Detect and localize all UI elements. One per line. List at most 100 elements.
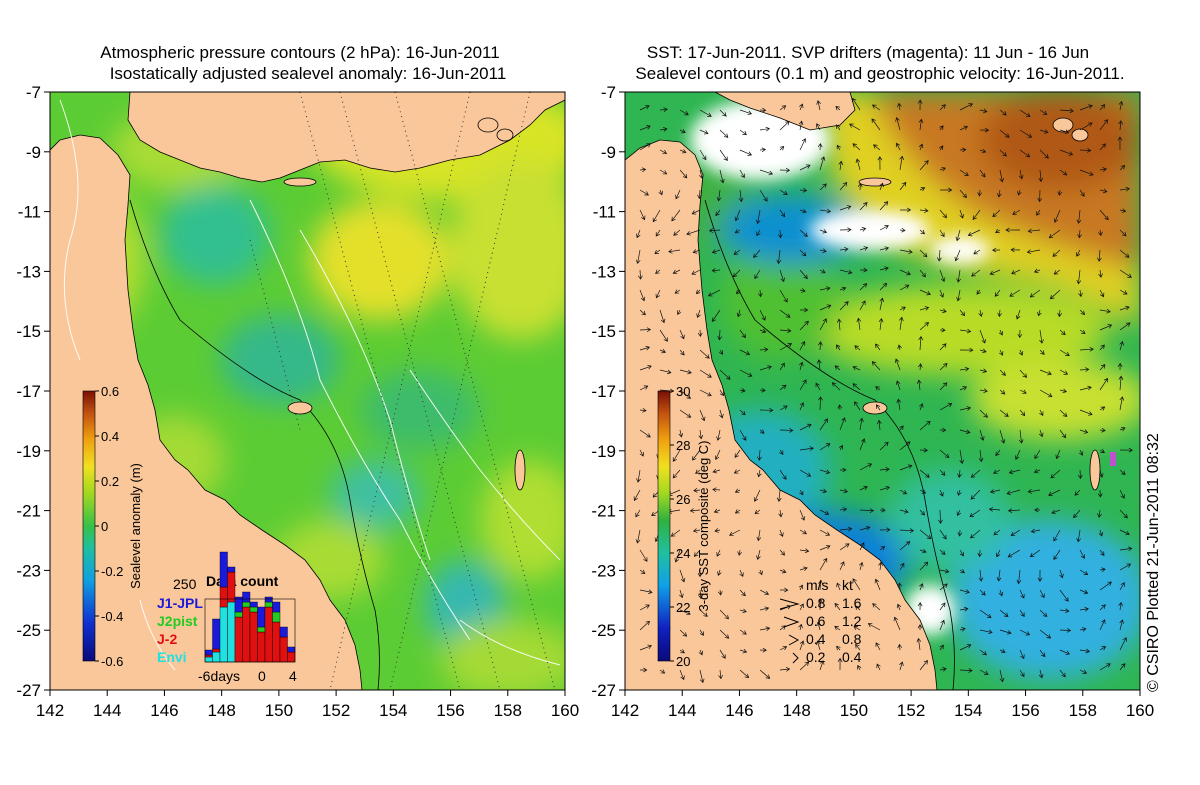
velocity-arrow — [839, 205, 852, 211]
velocity-arrow — [939, 602, 946, 611]
velocity-arrow — [899, 425, 904, 431]
velocity-arrow — [693, 549, 701, 557]
velocity-arrow — [1099, 549, 1105, 556]
right-lon-tick-label: 158 — [1069, 701, 1097, 720]
velocity-arrow — [1034, 449, 1041, 460]
velocity-arrow — [1019, 409, 1026, 417]
velocity-arrow — [799, 249, 807, 257]
velocity-arrow — [852, 578, 861, 591]
velocity-arrow — [971, 269, 981, 277]
velocity-arrow — [679, 169, 688, 179]
velocity-arrow — [895, 117, 901, 131]
velocity-arrow — [739, 589, 746, 597]
velocity-arrow — [1076, 209, 1082, 224]
velocity-arrow — [696, 309, 701, 319]
velocity-arrow — [799, 164, 811, 171]
velocity-arrow — [654, 249, 661, 255]
velocity-arrow — [799, 640, 805, 651]
velocity-arrow — [639, 189, 649, 196]
data-count-bar-segment — [219, 551, 228, 588]
velocity-arrow — [1018, 349, 1024, 356]
velocity-arrow — [959, 627, 966, 632]
data-count-bar-segment — [242, 591, 251, 603]
velocity-arrow — [939, 549, 946, 555]
velocity-arrow — [1098, 229, 1103, 237]
velocity-arrow — [875, 343, 881, 351]
velocity-arrow — [919, 208, 929, 213]
velocity-legend-arrow — [783, 616, 800, 628]
velocity-arrow — [679, 669, 685, 681]
velocity-arrow — [819, 557, 828, 571]
velocity-arrow — [918, 143, 924, 151]
velocity-arrow — [799, 320, 809, 331]
velocity-arrow — [1076, 529, 1081, 543]
left-lon-tick-label: 158 — [494, 701, 522, 720]
right-lon-tick-label: 152 — [897, 701, 925, 720]
data-count-bar-segment — [204, 654, 213, 658]
sla-colorbar-tick-label: -0.4 — [101, 609, 123, 624]
velocity-arrow — [671, 209, 681, 222]
sla-colorbar-tick-label: 0.4 — [101, 429, 119, 444]
velocity-arrow — [999, 609, 1009, 617]
velocity-arrow — [1119, 619, 1124, 631]
velocity-arrow — [919, 187, 926, 192]
data-count-bar-segment — [257, 606, 266, 628]
velocity-arrow — [1053, 209, 1061, 223]
left-land-australia — [50, 92, 363, 690]
velocity-arrow — [779, 529, 784, 538]
velocity-arrow — [1099, 308, 1111, 314]
velocity-arrow — [1037, 309, 1042, 317]
left-lon-tick-label: 154 — [379, 701, 407, 720]
velocity-arrow — [1119, 305, 1130, 311]
velocity-arrow — [817, 143, 823, 151]
sla-colorbar-tick-label: 0.6 — [101, 384, 119, 399]
data-count-bar-segment — [212, 648, 221, 653]
velocity-arrow — [979, 348, 987, 354]
velocity-arrow — [692, 449, 701, 461]
velocity-arrow — [1015, 309, 1021, 320]
velocity-arrow — [976, 289, 981, 295]
velocity-arrow — [798, 623, 803, 631]
velocity-arrow — [759, 309, 766, 321]
velocity-arrow — [719, 609, 729, 620]
velocity-arrow — [639, 604, 650, 611]
velocity-arrow — [659, 329, 668, 342]
velocity-arrow — [717, 329, 722, 341]
velocity-arrow — [919, 447, 929, 453]
velocity-arrow — [959, 189, 967, 199]
velocity-arrow — [1098, 529, 1104, 537]
velocity-arrow — [1039, 129, 1049, 134]
velocity-arrow — [639, 125, 651, 131]
velocity-arrow — [939, 104, 946, 111]
velocity-arrow — [779, 209, 786, 218]
velocity-arrow — [1053, 529, 1061, 542]
velocity-arrow — [659, 127, 668, 132]
velocity-arrow — [754, 269, 761, 280]
velocity-arrow — [838, 160, 844, 171]
velocity-arrow — [859, 283, 868, 291]
left-lon-tick-label: 156 — [436, 701, 464, 720]
velocity-arrow — [799, 103, 804, 111]
velocity-arrow — [1034, 507, 1041, 513]
velocity-arrow — [1039, 109, 1048, 115]
velocity-arrow — [1007, 508, 1021, 513]
data-count-xtick-label: 0 — [258, 668, 266, 684]
velocity-arrow — [759, 626, 771, 632]
velocity-arrow — [1099, 143, 1106, 151]
data-count-legend-item: Envi — [157, 649, 187, 665]
velocity-arrow — [859, 417, 864, 431]
velocity-arrow — [679, 409, 692, 418]
velocity-arrow — [878, 561, 883, 571]
right-lon-tick-label: 154 — [954, 701, 982, 720]
velocity-arrow — [737, 549, 742, 556]
velocity-arrow — [967, 229, 981, 237]
velocity-arrow — [818, 579, 823, 591]
velocity-arrow — [939, 568, 950, 574]
velocity-arrow — [1079, 429, 1089, 434]
velocity-arrow — [711, 268, 721, 273]
velocity-arrow — [978, 449, 984, 463]
velocity-arrow — [1048, 229, 1061, 239]
velocity-arrow — [839, 488, 848, 494]
velocity-arrow — [1050, 469, 1061, 479]
velocity-arrow — [673, 229, 681, 236]
